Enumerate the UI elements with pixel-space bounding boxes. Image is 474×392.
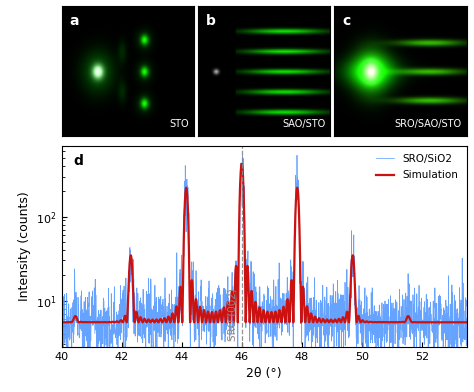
Text: STO: STO <box>169 119 189 129</box>
SRO/SiO2 <box>150 357 156 361</box>
Simulation <box>214 310 219 315</box>
SRO/SiO2 <box>246 265 251 270</box>
Simulation <box>322 320 328 325</box>
Text: SRO (002): SRO (002) <box>227 288 237 341</box>
Text: c: c <box>342 14 351 28</box>
Simulation <box>457 320 463 325</box>
Simulation <box>239 162 245 166</box>
Legend: SRO/SiO2, Simulation: SRO/SiO2, Simulation <box>373 151 462 183</box>
Simulation <box>132 316 138 321</box>
Simulation <box>59 320 64 325</box>
X-axis label: 2θ (°): 2θ (°) <box>246 367 282 380</box>
Simulation <box>464 320 470 325</box>
SRO/SiO2 <box>240 152 246 157</box>
Text: SRO/SAO/STO: SRO/SAO/STO <box>394 119 462 129</box>
Simulation <box>361 319 367 324</box>
Simulation <box>392 320 398 325</box>
Text: a: a <box>70 14 79 28</box>
SRO/SiO2 <box>453 319 458 323</box>
SRO/SiO2 <box>464 316 470 321</box>
Text: d: d <box>74 154 83 168</box>
Line: SRO/SiO2: SRO/SiO2 <box>62 155 467 359</box>
SRO/SiO2 <box>59 316 64 321</box>
SRO/SiO2 <box>256 307 262 312</box>
Line: Simulation: Simulation <box>62 164 467 322</box>
SRO/SiO2 <box>378 318 384 322</box>
Text: b: b <box>206 14 216 28</box>
Simulation <box>302 316 308 320</box>
SRO/SiO2 <box>453 316 458 320</box>
Text: SAO/STO: SAO/STO <box>282 119 325 129</box>
SRO/SiO2 <box>80 346 85 351</box>
Y-axis label: Intensity (counts): Intensity (counts) <box>18 191 31 301</box>
